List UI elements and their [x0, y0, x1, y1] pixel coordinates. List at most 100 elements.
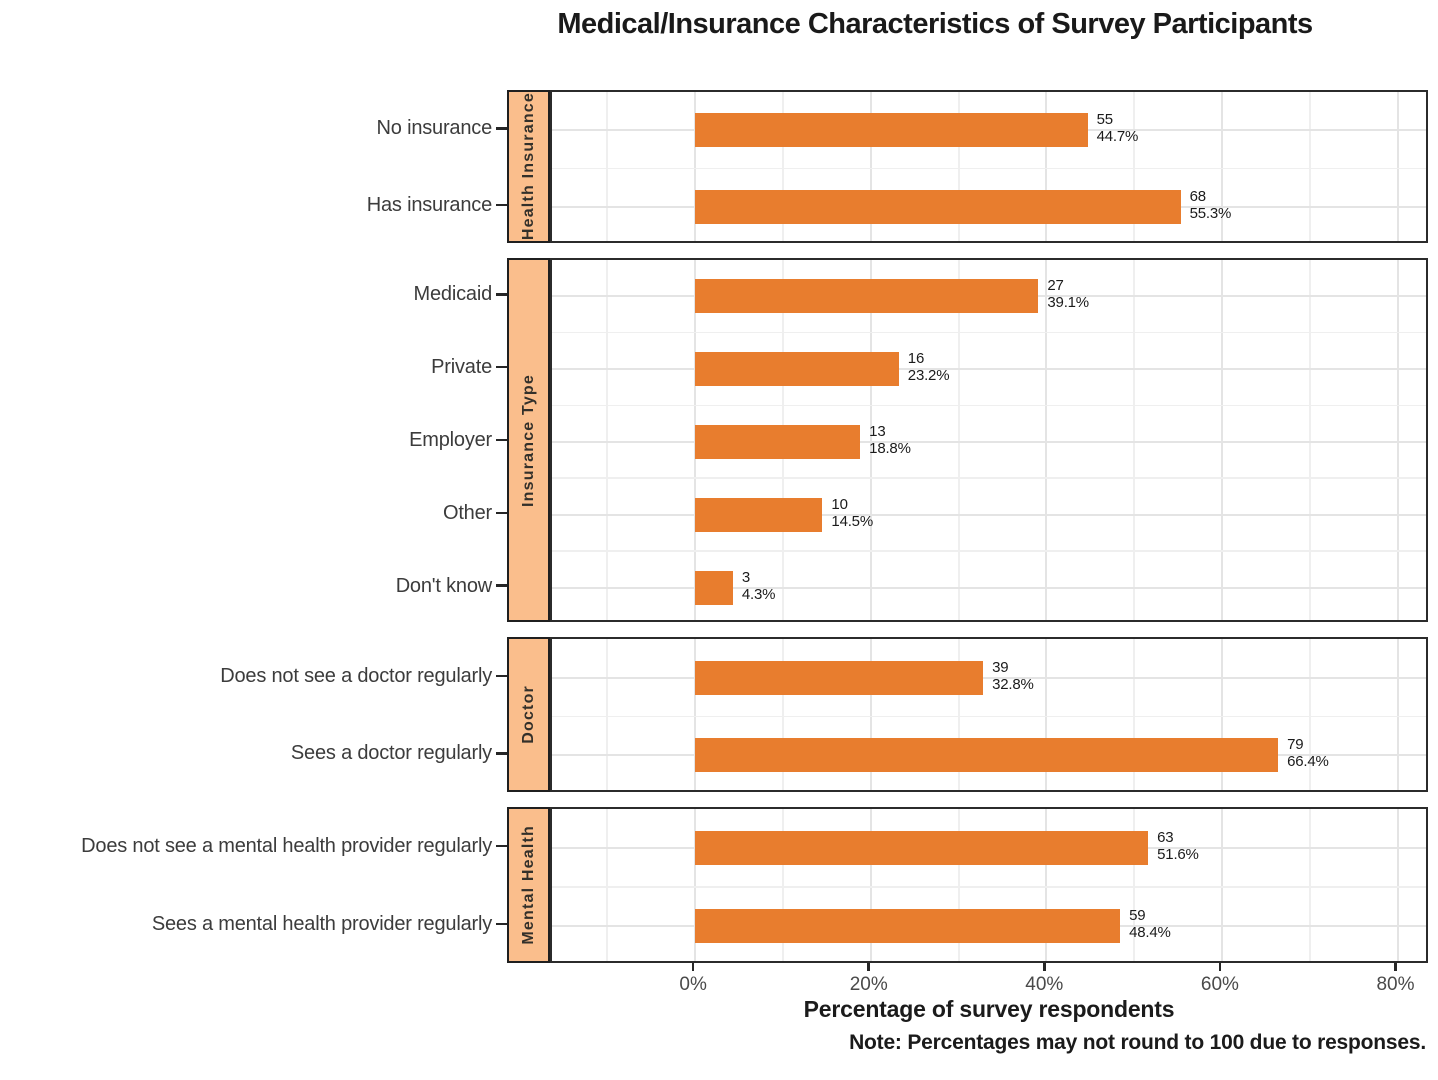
bar-count-label: 39 — [992, 658, 1009, 676]
x-axis-tick — [867, 963, 870, 971]
grid-line-vertical — [1133, 639, 1136, 790]
bar-count-label: 63 — [1157, 829, 1174, 846]
bar-percent-label: 4.3% — [741, 585, 776, 603]
bar-value-label: 59 48.4% — [1129, 907, 1171, 941]
bar-value-label: 39 32.8% — [992, 659, 1034, 693]
y-axis-label: Does not see a mental health provider re… — [81, 835, 492, 857]
y-axis-tick — [496, 203, 507, 206]
bar-value-label: 13 18.8% — [869, 423, 911, 457]
facet-strip-label: Mental Health — [519, 825, 537, 945]
grid-line-horizontal-minor — [552, 550, 1426, 552]
facet-panel: 39 32.8% 79 66.4% — [550, 637, 1428, 792]
grid-line-horizontal — [552, 676, 1426, 679]
y-axis-label: Other — [442, 501, 492, 524]
y-axis-tick — [496, 511, 507, 515]
grid-line-vertical — [606, 639, 609, 790]
grid-line-vertical — [869, 92, 872, 241]
facet-strip: Health Insurance — [507, 90, 550, 243]
y-axis-tick — [496, 752, 507, 755]
grid-line-vertical — [1308, 260, 1311, 620]
bar-count-label: 59 — [1129, 907, 1146, 924]
bar-count-label: 3 — [741, 568, 751, 586]
facet-panel: 55 44.7% 68 55.3% — [550, 90, 1428, 243]
grid-line-vertical — [1396, 260, 1399, 620]
grid-line-vertical — [1133, 809, 1136, 961]
grid-line-horizontal-minor — [552, 477, 1426, 479]
grid-line-vertical — [1308, 92, 1311, 241]
bar — [695, 497, 823, 532]
facet: Insurance Type 27 39.1% 16 23.2% 13 18.8% 10 14.… — [0, 258, 1438, 622]
grid-line-horizontal — [552, 513, 1426, 516]
bar — [695, 279, 1039, 314]
grid-line-vertical — [869, 260, 872, 620]
chart-title: Medical/Insurance Characteristics of Sur… — [557, 8, 1313, 40]
facet: Mental Health 63 51.6% 59 48.4% Does not see … — [0, 807, 1438, 963]
x-axis-tick-label: 80% — [1376, 974, 1415, 995]
y-axis-label: Don't know — [395, 574, 493, 597]
grid-line-horizontal — [552, 441, 1426, 443]
grid-line-vertical — [781, 809, 784, 961]
facet: Health Insurance 55 44.7% 68 55.3% No insuran… — [0, 90, 1438, 243]
grid-line-horizontal-minor — [552, 715, 1426, 717]
bar-value-label: 68 55.3% — [1190, 188, 1232, 222]
bar — [695, 189, 1181, 224]
grid-line-vertical — [694, 809, 697, 961]
bar-count-label: 68 — [1189, 187, 1206, 205]
grid-line-vertical — [869, 639, 872, 790]
y-axis-tick — [496, 293, 507, 296]
grid-line-vertical — [1133, 260, 1136, 620]
bar-value-label: 16 23.2% — [908, 350, 950, 384]
y-axis-label: Medicaid — [413, 283, 493, 306]
y-axis-tick — [496, 127, 507, 130]
grid-line-vertical — [1220, 639, 1223, 790]
x-axis-tick — [1218, 963, 1222, 971]
facet-strip: Insurance Type — [507, 258, 550, 622]
bar-value-label: 27 39.1% — [1047, 277, 1089, 311]
bar-count-label: 13 — [869, 423, 886, 440]
bar-count-label: 16 — [907, 350, 925, 368]
bar — [695, 113, 1088, 148]
grid-line-vertical — [1220, 260, 1223, 620]
y-axis-label: Does not see a doctor regularly — [220, 664, 492, 687]
bar — [695, 909, 1121, 943]
bar-count-label: 79 — [1287, 736, 1304, 754]
bar-percent-label: 44.7% — [1096, 128, 1139, 146]
grid-line-vertical — [1220, 92, 1223, 241]
y-axis-label: Private — [431, 356, 492, 379]
x-axis-tick-label: 60% — [1200, 974, 1239, 995]
bar-count-label: 27 — [1047, 277, 1064, 295]
grid-line-vertical — [957, 92, 960, 241]
chart-footnote: Note: Percentages may not round to 100 d… — [849, 1031, 1426, 1054]
grid-line-vertical — [957, 639, 960, 790]
bar-value-label: 63 51.6% — [1157, 829, 1199, 863]
bar-percent-label: 48.4% — [1129, 924, 1171, 941]
bar-percent-label: 66.4% — [1287, 753, 1329, 771]
grid-line-vertical — [1045, 639, 1048, 790]
x-axis-tick-label: 40% — [1025, 974, 1064, 995]
grid-line-horizontal — [552, 368, 1426, 371]
y-axis-tick — [496, 844, 507, 848]
y-axis-tick — [496, 438, 507, 442]
bar-percent-label: 39.1% — [1047, 294, 1089, 312]
bar-count-label: 55 — [1096, 111, 1113, 129]
facet-strip-label: Health Insurance — [519, 92, 537, 241]
grid-line-vertical — [957, 809, 960, 961]
grid-line-vertical — [1133, 92, 1136, 241]
x-axis-tick-label: 20% — [849, 974, 888, 995]
bar-percent-label: 32.8% — [992, 675, 1034, 693]
bar-percent-label: 18.8% — [869, 440, 911, 457]
grid-line-horizontal — [552, 586, 1426, 589]
grid-line-horizontal-minor — [552, 331, 1426, 334]
bar — [695, 831, 1149, 865]
y-axis-tick — [496, 922, 507, 926]
facet-strip: Mental Health — [507, 807, 550, 963]
grid-line-vertical — [1396, 639, 1399, 790]
bar-value-label: 79 66.4% — [1287, 736, 1329, 770]
bar — [695, 425, 861, 459]
x-axis-tick — [1043, 963, 1046, 971]
x-axis-title: Percentage of survey respondents — [803, 996, 1175, 1022]
x-axis-tick — [691, 963, 695, 971]
grid-line-vertical — [869, 809, 872, 961]
bar — [695, 738, 1279, 773]
